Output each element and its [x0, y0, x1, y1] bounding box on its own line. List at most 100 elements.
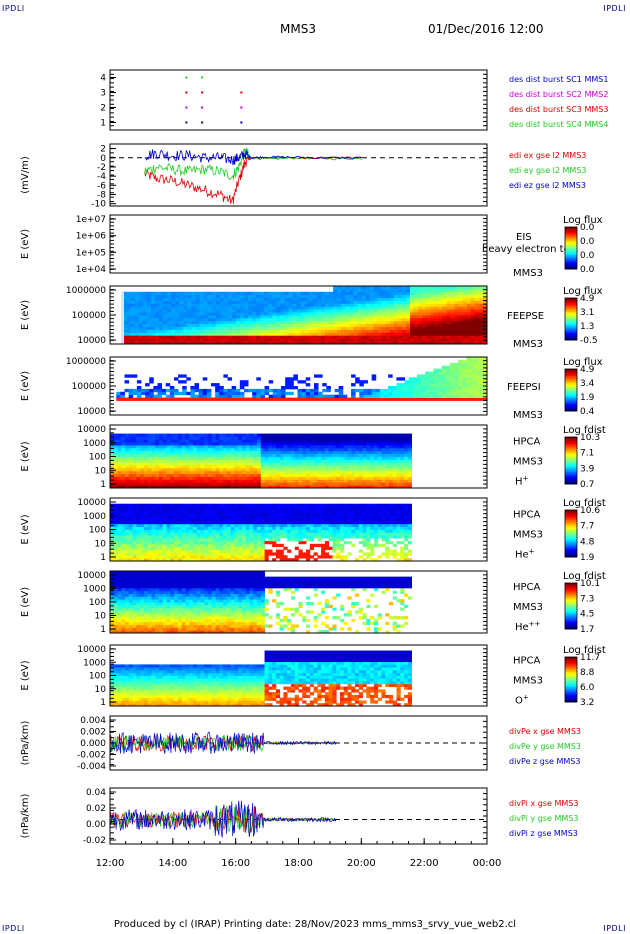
spectrogram-cell	[343, 473, 348, 477]
spectrogram-cell	[231, 326, 237, 330]
spectrogram-cell	[478, 371, 484, 375]
spectrogram-cell	[385, 294, 391, 298]
spectrogram-cell	[125, 467, 130, 472]
spectrogram-cell	[341, 329, 346, 333]
spectrogram-cell	[215, 300, 221, 304]
spectrogram-cell	[174, 476, 179, 480]
spectrogram-cell	[316, 329, 322, 333]
spectrogram-cell	[162, 518, 167, 522]
spectrogram-cell	[414, 312, 419, 316]
spectrogram-cell	[478, 291, 484, 296]
spectrogram-cell	[149, 394, 154, 398]
spectrogram-cell	[159, 323, 164, 327]
spectrogram-cell	[241, 538, 247, 542]
spectrogram-cell	[199, 300, 204, 304]
spectrogram-cell	[204, 549, 209, 553]
spectrogram-cell	[462, 368, 467, 372]
spectrogram-cell	[332, 476, 337, 480]
spectrogram-cell	[308, 300, 314, 304]
spectrogram-cell	[392, 450, 397, 455]
spectrogram-cell	[113, 520, 118, 525]
y-tick-label: 2	[100, 104, 106, 114]
spectrogram-cell	[128, 552, 134, 556]
spectrogram-cell	[355, 397, 360, 401]
spectrogram-cell	[317, 476, 322, 480]
spectrogram-cell	[256, 309, 261, 313]
spectrogram-cell	[121, 532, 126, 536]
spectrogram-cell	[204, 445, 209, 449]
spectrogram-cell	[305, 397, 311, 401]
spectrogram-cell	[381, 445, 386, 449]
spectrogram-cell	[366, 456, 371, 460]
spectrogram-cell	[226, 462, 232, 466]
spectrogram-cell	[169, 386, 175, 390]
spectrogram-cell	[308, 329, 314, 333]
spectrogram-cell	[414, 309, 419, 313]
spectrogram-cell	[231, 388, 237, 393]
spectrogram-cell	[355, 476, 360, 480]
spectrogram-cell	[272, 300, 277, 304]
spectrogram-cell	[373, 300, 379, 304]
spectrogram-cell	[313, 470, 318, 475]
colorbar-cell	[565, 384, 577, 387]
spectrogram-cell	[189, 529, 194, 533]
spectrogram-cell	[332, 473, 337, 477]
spectrogram-cell	[425, 383, 430, 387]
spectrogram-cell	[351, 397, 356, 401]
spectrogram-cell	[389, 297, 395, 301]
spectrogram-cell	[239, 338, 245, 342]
spectrogram-cell	[181, 470, 186, 475]
spectrogram-cell	[306, 439, 311, 443]
spectrogram-cell	[203, 326, 209, 330]
spectrogram-cell	[155, 482, 160, 486]
spectrogram-cell	[234, 558, 239, 562]
spectrogram-cell	[430, 300, 435, 304]
spectrogram-cell	[406, 294, 411, 298]
spectrogram-cell	[339, 450, 345, 455]
spectrogram-cell	[189, 456, 194, 460]
spectrogram-cell	[312, 326, 318, 330]
spectrogram-cell	[316, 317, 322, 322]
spectrogram-cell	[189, 518, 194, 522]
spectrogram-cell	[325, 329, 330, 333]
spectrogram-cell	[272, 465, 277, 469]
spectrogram-cell	[174, 552, 179, 556]
spectrogram-cell	[365, 312, 370, 316]
spectrogram-cell	[116, 397, 121, 401]
spectrogram-cell	[306, 447, 311, 452]
spectrogram-cell	[272, 391, 278, 396]
legend-entry: des dist burst SC2 MMS2	[509, 90, 608, 99]
spectrogram-cell	[239, 297, 245, 301]
spectrogram-cell	[478, 326, 484, 330]
spectrogram-cell	[185, 479, 190, 483]
spectrogram-cell	[113, 546, 118, 550]
spectrogram-cell	[130, 338, 136, 342]
spectrogram-cell	[253, 482, 258, 486]
spectrogram-cell	[385, 439, 390, 443]
spectrogram-cell	[349, 323, 354, 327]
spectrogram-cell	[393, 294, 399, 298]
colorbar-cell	[565, 462, 577, 465]
spectrogram-cell	[189, 465, 194, 469]
spectrogram-cell	[389, 341, 395, 345]
spectrogram-cell	[379, 394, 385, 398]
spectrogram-cell	[333, 303, 338, 307]
spectrogram-cell	[426, 338, 431, 342]
spectrogram-cell	[234, 520, 239, 525]
spectrogram-cell	[292, 329, 298, 333]
spectrogram-cell	[287, 450, 292, 455]
spectrogram-cell	[226, 433, 232, 437]
spectrogram-cell	[434, 309, 439, 313]
spectrogram-cell	[306, 482, 311, 486]
spectrogram-cell	[147, 515, 152, 519]
spectrogram-cell	[125, 476, 130, 480]
spectrogram-cell	[318, 391, 323, 396]
spectrogram-cell	[336, 479, 341, 483]
spectrogram-cell	[316, 338, 322, 342]
burst-marker	[240, 91, 243, 94]
spectrogram-cell	[328, 456, 333, 460]
colorbar-tick-label: 4.9	[580, 365, 595, 375]
spectrogram-cell	[309, 450, 314, 455]
spectrogram-cell	[122, 329, 128, 333]
spectrogram-cell	[316, 335, 322, 339]
